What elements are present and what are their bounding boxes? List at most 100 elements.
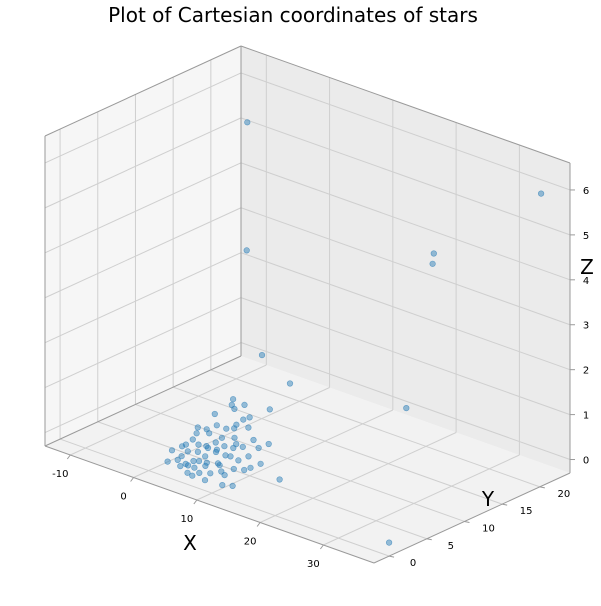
- data-point: [193, 430, 200, 437]
- data-point: [213, 422, 220, 429]
- data-point: [250, 436, 257, 444]
- x-axis-line: [44, 445, 375, 564]
- data-point: [182, 460, 189, 468]
- data-point: [178, 453, 185, 460]
- data-point: [231, 434, 238, 441]
- y-tick-mark: [426, 538, 432, 541]
- grid-line-z: [44, 297, 242, 389]
- chart-points: [164, 119, 545, 546]
- data-point: [241, 466, 248, 474]
- y-tick-label: 20: [557, 489, 570, 500]
- x-tick-label: -10: [52, 469, 68, 480]
- data-point: [219, 482, 226, 489]
- data-point: [194, 448, 201, 456]
- pane-edge: [240, 45, 571, 164]
- chart-title: Plot of Cartesian coordinates of stars: [108, 3, 478, 27]
- data-point: [184, 469, 191, 476]
- data-point: [229, 482, 236, 490]
- data-point: [202, 453, 209, 460]
- pane-edge: [44, 355, 242, 447]
- chart-ticks: -10 0 10 20 30 0 5 10 15 20 0 1 2 3 4 5 6: [52, 186, 589, 570]
- grid-line-z: [44, 342, 242, 433]
- data-point: [212, 439, 219, 446]
- z-axis-label: Z: [580, 255, 594, 279]
- y-tick-mark: [464, 520, 470, 523]
- grid-line-x: [323, 454, 520, 546]
- data-point: [246, 414, 253, 421]
- data-point: [230, 465, 237, 473]
- data-point: [247, 464, 254, 471]
- grid-line-z: [44, 117, 242, 209]
- y-tick-mark: [502, 503, 508, 506]
- grid-line-z: [240, 297, 571, 416]
- x-axis-label: X: [183, 531, 197, 555]
- x-tick-label: 10: [180, 514, 193, 525]
- data-point: [386, 539, 393, 546]
- data-point: [184, 448, 191, 455]
- data-point: [195, 458, 203, 465]
- data-point: [276, 476, 283, 483]
- y-axis-label: Y: [481, 487, 495, 511]
- z-tick-label: 0: [583, 456, 589, 467]
- grid-line-x: [70, 364, 267, 456]
- data-point: [245, 424, 252, 431]
- grid-line-x: [259, 432, 457, 523]
- grid-line-y: [135, 403, 465, 522]
- data-point: [233, 441, 240, 448]
- data-point: [239, 443, 246, 451]
- x-tick-mark: [130, 477, 134, 482]
- data-point: [233, 421, 240, 428]
- data-point: [243, 247, 250, 254]
- data-point: [430, 250, 437, 257]
- y-tick-mark: [539, 486, 545, 489]
- data-point: [221, 443, 228, 450]
- data-point: [177, 463, 184, 470]
- grid-line-z: [240, 72, 571, 191]
- data-point: [164, 458, 171, 465]
- grid-line-z: [44, 252, 242, 344]
- data-point: [245, 453, 252, 460]
- y-tick-label: 15: [520, 506, 533, 517]
- chart-panes: [45, 46, 570, 563]
- y-tick-label: 5: [448, 541, 454, 552]
- z-tick-label: 5: [583, 231, 589, 242]
- grid-line-z: [44, 207, 242, 299]
- data-point: [189, 472, 196, 479]
- grid-line-y: [97, 421, 427, 540]
- grid-line-y: [172, 386, 503, 505]
- grid-line-z: [240, 117, 571, 236]
- data-point: [241, 401, 248, 409]
- data-point: [174, 456, 181, 464]
- x-tick-label: 0: [120, 492, 126, 503]
- data-point: [218, 434, 225, 441]
- z-tick-label: 4: [583, 276, 589, 287]
- data-point: [212, 448, 220, 456]
- side-wall-pane: [45, 46, 241, 446]
- grid-line-z: [240, 252, 571, 371]
- data-point: [255, 444, 262, 452]
- data-point: [203, 426, 210, 433]
- data-point: [189, 436, 196, 443]
- grid-line-x: [133, 387, 330, 478]
- data-point: [244, 119, 251, 126]
- x-tick-mark: [256, 522, 261, 527]
- y-tick-mark: [388, 555, 395, 558]
- x-tick-label: 30: [307, 559, 320, 570]
- back-wall-pane: [241, 46, 570, 473]
- grid-line-z: [240, 207, 571, 326]
- data-point: [222, 452, 229, 459]
- y-tick-label: 10: [482, 523, 495, 534]
- grid-line-y: [210, 369, 541, 488]
- data-point: [266, 406, 273, 413]
- grid-line-y: [59, 438, 390, 557]
- data-point: [190, 457, 197, 465]
- y-tick-label: 0: [410, 558, 416, 569]
- data-point: [218, 468, 225, 475]
- data-point: [223, 425, 230, 432]
- data-point: [179, 443, 186, 450]
- data-point: [168, 447, 176, 454]
- data-point: [194, 424, 201, 431]
- data-point: [191, 464, 198, 471]
- grid-line-x: [196, 409, 394, 501]
